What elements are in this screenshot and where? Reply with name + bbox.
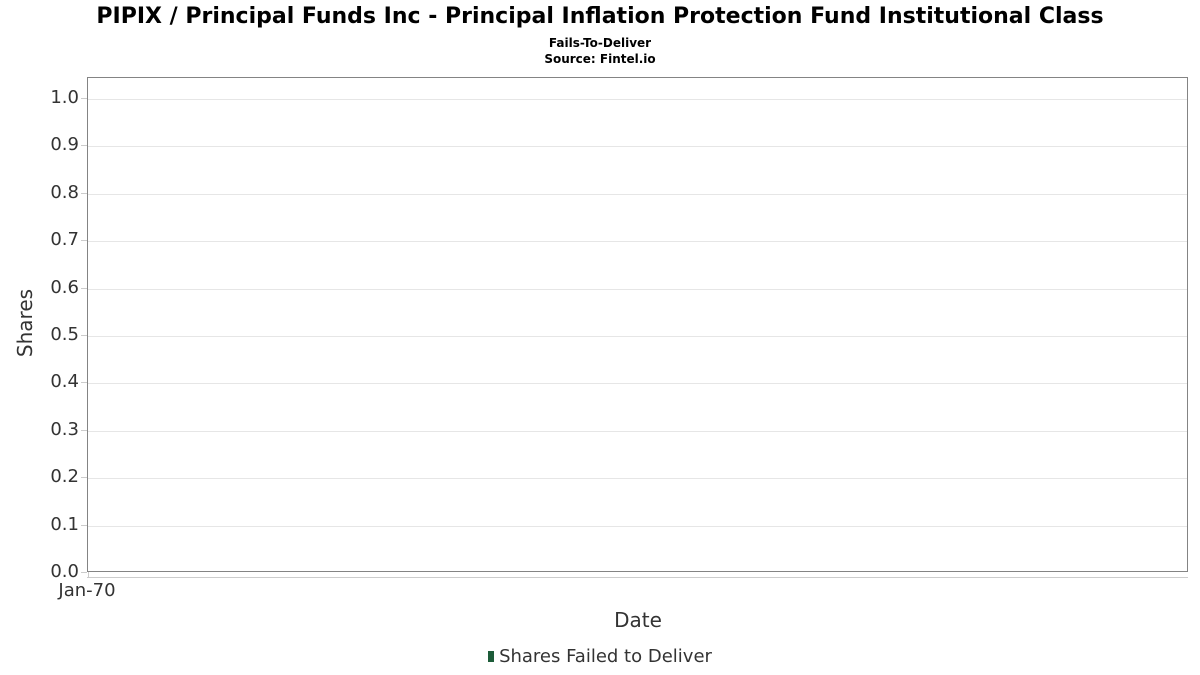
y-gridline xyxy=(88,146,1187,148)
y-tick-mark xyxy=(81,382,87,384)
y-gridline xyxy=(88,99,1187,100)
y-tick-label: 0.5 xyxy=(50,324,79,345)
chart-title: PIPIX / Principal Funds Inc - Principal … xyxy=(96,4,1104,29)
y-gridline xyxy=(88,241,1187,243)
y-tick-mark xyxy=(81,477,87,479)
y-tick-label: 0.1 xyxy=(50,513,79,535)
y-tick-label: 0.6 xyxy=(50,276,79,298)
x-axis-line xyxy=(87,577,1188,578)
y-tick-label: 0.8 xyxy=(50,181,79,203)
y-gridline xyxy=(88,430,1187,432)
y-tick-mark xyxy=(81,572,87,573)
y-gridline xyxy=(88,383,1187,385)
chart-source: Source: Fintel.io xyxy=(544,52,656,66)
y-gridline xyxy=(88,288,1187,290)
y-gridline xyxy=(88,336,1187,337)
x-tick-mark xyxy=(88,572,89,578)
y-tick-mark xyxy=(81,287,87,289)
y-tick-mark xyxy=(81,429,87,431)
y-gridline xyxy=(88,478,1187,480)
y-tick-mark xyxy=(81,524,87,526)
y-tick-label: 0.4 xyxy=(50,371,79,393)
y-tick-mark xyxy=(81,98,87,99)
y-tick-label: 0.2 xyxy=(50,466,79,488)
y-tick-label: 0.7 xyxy=(50,229,79,251)
y-tick-mark xyxy=(81,145,87,147)
y-tick-label: 1.0 xyxy=(50,87,79,108)
legend-series-marker xyxy=(488,651,495,662)
y-axis-title: Shares xyxy=(13,288,37,358)
legend-series-label: Shares Failed to Deliver xyxy=(499,646,712,667)
y-gridline xyxy=(88,193,1187,195)
x-tick-label: Jan-70 xyxy=(58,580,116,601)
y-tick-label: 0.3 xyxy=(50,418,79,440)
y-gridline xyxy=(88,525,1187,527)
chart-subtitle: Fails-To-Deliver xyxy=(548,36,652,50)
x-axis-title: Date xyxy=(614,608,662,632)
y-tick-label: 0.9 xyxy=(50,134,79,156)
y-tick-mark xyxy=(81,192,87,194)
legend-item-shares-failed-to-deliver[interactable]: Shares Failed to Deliver xyxy=(0,646,1200,667)
y-tick-mark xyxy=(81,240,87,242)
plot-area xyxy=(87,77,1188,572)
y-tick-label: 0.0 xyxy=(50,561,79,582)
y-tick-mark xyxy=(81,335,87,336)
